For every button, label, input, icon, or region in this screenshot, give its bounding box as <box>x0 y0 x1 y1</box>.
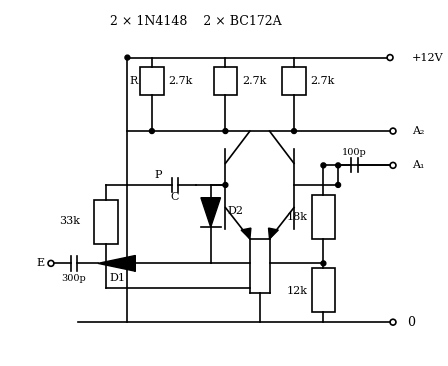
Text: 33k: 33k <box>60 216 80 226</box>
Circle shape <box>223 128 228 134</box>
Bar <box>140 67 164 95</box>
Bar <box>94 200 118 244</box>
Polygon shape <box>201 198 220 227</box>
Circle shape <box>223 183 228 187</box>
Polygon shape <box>98 255 135 271</box>
Text: 2 × 1N4148    2 × BC172A: 2 × 1N4148 2 × BC172A <box>110 15 282 28</box>
Circle shape <box>321 163 326 168</box>
Text: 12k: 12k <box>287 286 308 296</box>
Text: 2.7k: 2.7k <box>310 76 335 86</box>
Text: A₁: A₁ <box>412 160 424 170</box>
Polygon shape <box>241 228 251 239</box>
Circle shape <box>150 128 155 134</box>
Text: 2.7k: 2.7k <box>242 76 267 86</box>
Bar <box>312 268 335 312</box>
Bar <box>214 67 237 95</box>
Circle shape <box>321 261 326 266</box>
Text: D2: D2 <box>228 206 243 216</box>
Bar <box>312 195 335 239</box>
Text: 300p: 300p <box>61 273 86 283</box>
Text: D1: D1 <box>110 273 125 283</box>
Text: C: C <box>170 192 179 202</box>
Circle shape <box>125 55 130 60</box>
Bar <box>282 67 306 95</box>
Text: 0: 0 <box>407 315 415 329</box>
Text: P: P <box>154 170 162 180</box>
Text: 2.7k: 2.7k <box>168 76 193 86</box>
Circle shape <box>336 163 340 168</box>
Circle shape <box>336 183 340 187</box>
Text: R: R <box>129 76 137 86</box>
Text: 18k: 18k <box>287 212 308 222</box>
Polygon shape <box>268 228 278 239</box>
Text: A₂: A₂ <box>412 126 424 136</box>
Text: 100p: 100p <box>341 148 366 157</box>
Circle shape <box>292 128 297 134</box>
Text: E: E <box>36 258 44 268</box>
Text: +12V: +12V <box>412 53 443 63</box>
